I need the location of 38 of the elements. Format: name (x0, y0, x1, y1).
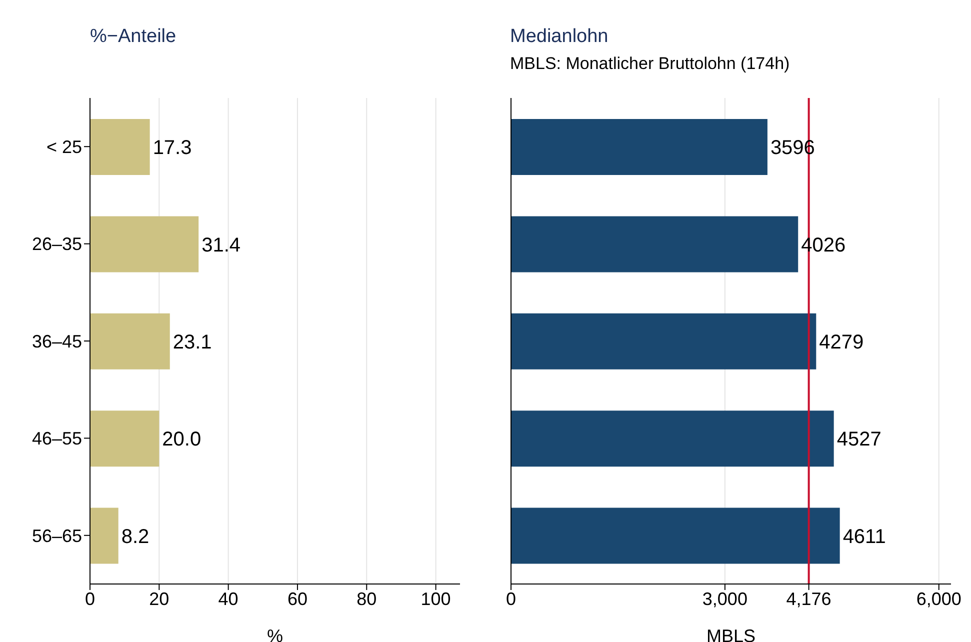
bar (511, 216, 798, 272)
data-label: 4611 (842, 526, 886, 548)
bar (511, 119, 768, 175)
bar (511, 508, 840, 564)
data-label: 23.1 (172, 332, 212, 354)
chart-title: Medianlohn (510, 26, 610, 48)
chart-subtitle: MBLS: Monatlicher Bruttolohn (174h) (510, 54, 791, 74)
x-tick-label: 4,176 (786, 588, 832, 609)
data-label: 4279 (819, 332, 864, 354)
x-tick-label: 6,000 (916, 588, 962, 609)
data-label: 20.0 (162, 428, 202, 451)
bar (90, 216, 199, 272)
chart-title: %−Anteile (90, 26, 178, 48)
x-axis-title: % (266, 626, 284, 642)
y-tick-label: 46–55 (32, 428, 82, 449)
x-tick-label: 20 (149, 588, 170, 609)
bar (90, 313, 170, 370)
bar (90, 410, 160, 467)
bar (90, 119, 150, 175)
x-tick-label: 40 (218, 588, 238, 609)
bar (90, 508, 118, 564)
y-tick-label: 26–35 (32, 234, 82, 254)
data-label: 17.3 (152, 137, 192, 160)
x-axis-title: MBLS (706, 626, 756, 642)
y-tick-label: 56–65 (32, 526, 82, 546)
bar (511, 410, 834, 467)
x-tick-label: 0 (84, 588, 96, 609)
y-tick-label: < 25 (46, 136, 82, 157)
data-label: 31.4 (202, 234, 241, 256)
data-label: 8.2 (121, 526, 150, 548)
y-tick-label: 36–45 (32, 331, 82, 352)
data-label: 4527 (836, 428, 882, 451)
bar (511, 313, 816, 370)
x-tick-label: 3,000 (702, 588, 748, 609)
x-tick-label: 80 (356, 588, 377, 609)
x-tick-label: 0 (506, 588, 516, 609)
x-tick-label: 100 (420, 588, 451, 609)
x-tick-label: 60 (287, 588, 308, 609)
